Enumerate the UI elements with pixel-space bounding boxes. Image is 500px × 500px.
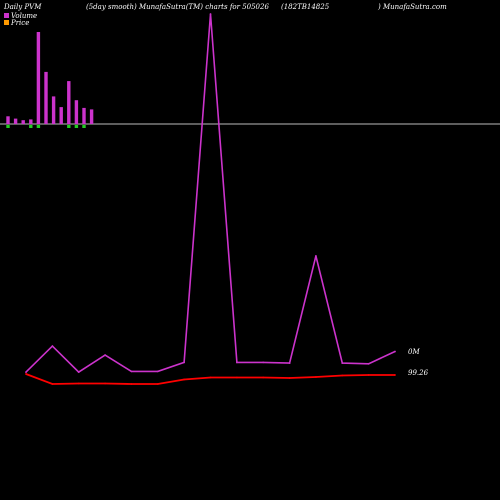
pvm-point [183, 361, 186, 364]
price-point [341, 374, 344, 377]
pvm-point [262, 361, 265, 364]
price-point [236, 376, 238, 379]
price-point [77, 382, 80, 385]
pvm-point [236, 361, 238, 364]
price-last-label: 99.26 [408, 369, 429, 377]
price-point [130, 383, 133, 385]
volume-down-marker [6, 125, 10, 128]
volume-down-marker [29, 125, 33, 128]
chart-title: Daily PVM [3, 3, 42, 11]
price-point [394, 374, 396, 376]
volume-bar [67, 81, 71, 124]
price-point [262, 376, 265, 379]
volume-bar [89, 109, 94, 124]
volume-bar [59, 107, 63, 124]
price-legend-swatch [4, 20, 9, 25]
price-line [25, 373, 395, 385]
pvm-point [51, 345, 54, 347]
volume-bar [6, 116, 10, 124]
pvm-point [341, 362, 344, 364]
volume-down-marker [67, 125, 71, 128]
volume-bar [21, 120, 25, 124]
volume-bar [74, 100, 79, 124]
chart-code: (182TB14825 [281, 3, 330, 11]
volume-bar [13, 118, 18, 124]
pvm-point [209, 13, 212, 15]
volume-down-marker [74, 125, 79, 128]
pvm-point [394, 350, 396, 353]
pvm-line [25, 13, 396, 374]
volume-legend-label: Volume [11, 12, 37, 20]
price-point [288, 377, 291, 379]
volume-legend-swatch [4, 13, 9, 18]
chart-subtitle: (5day smooth) MunafaSutra(TM) charts for… [86, 3, 269, 11]
price-point [104, 382, 106, 385]
chart-site: ) MunafaSutra.com [377, 3, 447, 11]
volume-bar [29, 119, 33, 124]
volume-bar [36, 32, 41, 124]
pvm-point [104, 354, 106, 356]
pvm-point [156, 370, 159, 373]
pvm-point [315, 255, 317, 257]
line-points [25, 13, 396, 385]
pvm-point [77, 371, 80, 373]
pvm-point [288, 362, 291, 364]
volume-down-marker [36, 125, 41, 128]
price-point [209, 376, 212, 379]
price-point [25, 373, 27, 375]
pvm-point [367, 362, 370, 365]
volume-down-marker [82, 125, 86, 128]
volume-bar [44, 71, 48, 124]
volume-bar [82, 107, 86, 124]
price-point [51, 383, 54, 385]
pvm-point [130, 370, 133, 373]
price-point [156, 383, 159, 385]
price-point [183, 378, 186, 381]
price-legend-label: Price [10, 19, 29, 27]
volume-bar [51, 96, 56, 124]
price-point [367, 374, 370, 376]
pvm-last-label: 0M [408, 348, 420, 356]
pvm-point [25, 371, 27, 373]
volume-bars [6, 32, 94, 128]
price-point [315, 376, 317, 378]
